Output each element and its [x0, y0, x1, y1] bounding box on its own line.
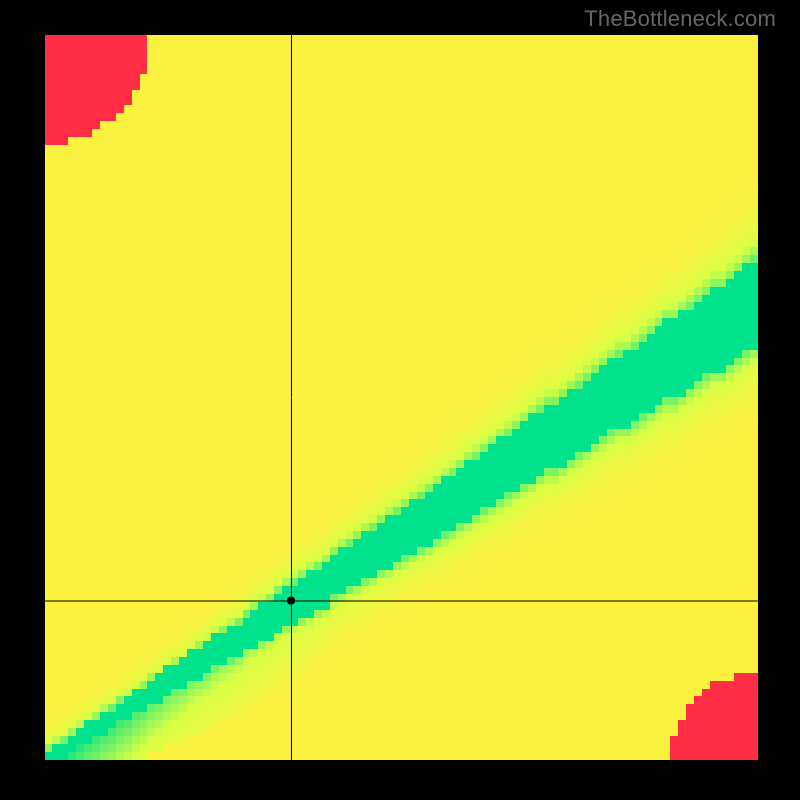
chart-container: TheBottleneck.com: [0, 0, 800, 800]
watermark-text: TheBottleneck.com: [584, 6, 776, 32]
heatmap-canvas: [45, 35, 758, 760]
heatmap-plot: [45, 35, 758, 760]
